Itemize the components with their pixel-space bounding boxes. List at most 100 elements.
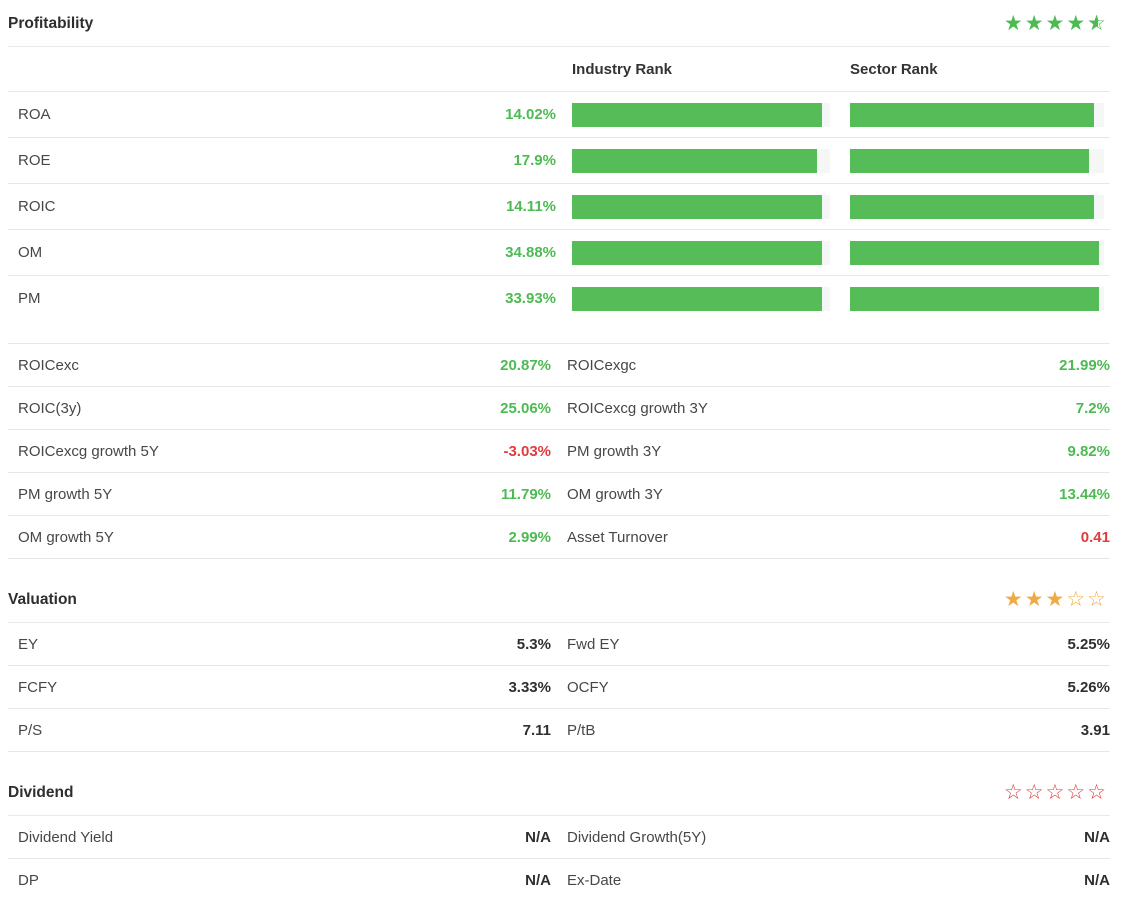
star-filled-icon: ★ <box>1003 12 1025 35</box>
label-value-cell: P/tB 3.91 <box>567 722 1110 739</box>
profitability-header: Profitability ★★★★☆★ <box>8 0 1110 47</box>
sector-rank-bar <box>850 286 1099 311</box>
label-value-cell: ROE 17.9% <box>8 152 556 169</box>
label-value-cell: Ex-Date N/A <box>567 872 1110 889</box>
star-filled-icon: ★ <box>1024 588 1046 611</box>
metric-value: 25.06% <box>500 399 551 417</box>
label-value-cell: ROIC(3y) 25.06% <box>8 400 551 417</box>
sector-rank-bar <box>850 240 1099 265</box>
metric-label: Dividend Growth(5Y) <box>567 828 707 846</box>
star-empty-icon: ☆ <box>1045 781 1067 804</box>
metric-value: 3.91 <box>1080 721 1110 739</box>
sector-rank-bar-cell <box>830 148 1104 173</box>
sector-rank-bar <box>850 148 1089 173</box>
sector-rank-bar <box>850 194 1094 219</box>
metric-value: 2.99% <box>508 528 551 546</box>
metric-label: ROICexcg growth 3Y <box>567 399 708 417</box>
metric-value: N/A <box>525 828 551 846</box>
metric-label: ROICexc <box>18 356 79 374</box>
metric-pair-row: FCFY 3.33% OCFY 5.26% <box>8 666 1110 709</box>
star-empty-icon: ☆ <box>1066 588 1088 611</box>
section-title-profitability: Profitability <box>8 14 94 32</box>
metric-value: 17.9% <box>513 152 556 169</box>
metric-label: PM <box>18 290 41 307</box>
star-filled-icon: ★ <box>1003 588 1025 611</box>
metric-value: 5.26% <box>1067 678 1110 696</box>
metric-value: 5.25% <box>1067 635 1110 653</box>
industry-rank-bar-cell <box>556 194 830 219</box>
metric-pair-row: ROIC(3y) 25.06% ROICexcg growth 3Y 7.2% <box>8 387 1110 430</box>
label-value-cell: Asset Turnover 0.41 <box>567 529 1110 546</box>
section-title-valuation: Valuation <box>8 590 77 608</box>
metric-label: ROICexgc <box>567 356 637 374</box>
metric-label: P/tB <box>567 721 596 739</box>
metric-value: 14.02% <box>505 106 556 123</box>
star-half-fill: ★ <box>1087 13 1098 34</box>
dividend-metrics-table: Dividend Yield N/A Dividend Growth(5Y) N/A D… <box>8 816 1110 901</box>
sector-rank-bar-track <box>850 148 1104 173</box>
metric-pair-row: EY 5.3% Fwd EY 5.25% <box>8 623 1110 666</box>
rank-table-header: Industry Rank Sector Rank <box>8 47 1110 92</box>
sector-rank-header: Sector Rank <box>850 60 938 78</box>
label-value-cell: EY 5.3% <box>8 636 551 653</box>
industry-rank-bar <box>572 102 823 127</box>
metric-value: 7.11 <box>522 721 551 739</box>
industry-rank-bar-track <box>572 194 830 219</box>
label-value-cell: FCFY 3.33% <box>8 679 551 696</box>
star-filled-icon: ★ <box>1045 12 1067 35</box>
sector-rank-bar-track <box>850 102 1104 127</box>
industry-rank-bar-track <box>572 240 830 265</box>
star-filled-icon: ★ <box>1045 588 1067 611</box>
industry-rank-bar <box>572 286 823 311</box>
metric-label: EY <box>18 635 39 653</box>
label-value-cell: ROA 14.02% <box>8 106 556 123</box>
profitability-star-rating: ★★★★☆★ <box>1004 13 1108 34</box>
label-value-cell: PM 33.93% <box>8 290 556 307</box>
label-value-cell: ROICexc 20.87% <box>8 357 551 374</box>
star-empty-icon: ☆ <box>1087 781 1108 804</box>
metric-value: 5.3% <box>516 635 551 653</box>
industry-rank-bar-track <box>572 286 830 311</box>
metric-label: OM growth 3Y <box>567 485 663 503</box>
metric-value: 21.99% <box>1059 356 1110 374</box>
label-value-cell: ROICexcg growth 3Y 7.2% <box>567 400 1110 417</box>
metric-value: -3.03% <box>503 442 551 460</box>
metric-label: Asset Turnover <box>567 528 668 546</box>
industry-rank-bar-track <box>572 148 830 173</box>
metric-label: DP <box>18 871 39 889</box>
metric-value: 33.93% <box>505 290 556 307</box>
industry-rank-bar <box>572 194 823 219</box>
metric-value: 3.33% <box>508 678 551 696</box>
valuation-section: Valuation ★★★☆☆ EY 5.3% Fwd EY 5.25% FCFY 3.3… <box>8 559 1110 752</box>
dividend-star-rating: ☆☆☆☆☆ <box>1004 782 1108 803</box>
label-value-cell: PM growth 3Y 9.82% <box>567 443 1110 460</box>
metric-pair-row: OM growth 5Y 2.99% Asset Turnover 0.41 <box>8 516 1110 559</box>
metric-label: ROICexcg growth 5Y <box>18 442 159 460</box>
industry-rank-bar <box>572 240 823 265</box>
metric-label: Fwd EY <box>567 635 620 653</box>
metric-label: ROE <box>18 152 51 169</box>
rank-row: ROE 17.9% <box>8 138 1110 184</box>
star-filled-icon: ★ <box>1024 12 1046 35</box>
label-value-cell: DP N/A <box>8 872 551 889</box>
industry-rank-bar-cell <box>556 148 830 173</box>
metric-label: PM growth 5Y <box>18 485 113 503</box>
label-value-cell: OM growth 3Y 13.44% <box>567 486 1110 503</box>
metric-label: OM <box>18 244 43 261</box>
metric-label: PM growth 3Y <box>567 442 662 460</box>
label-value-cell: P/S 7.11 <box>8 722 551 739</box>
metric-value: 20.87% <box>500 356 551 374</box>
industry-rank-bar-track <box>572 102 830 127</box>
industry-rank-bar-cell <box>556 102 830 127</box>
label-value-cell: Fwd EY 5.25% <box>567 636 1110 653</box>
sector-rank-bar-track <box>850 286 1104 311</box>
valuation-metrics-table: EY 5.3% Fwd EY 5.25% FCFY 3.33% OCFY 5.26% P/S 7.… <box>8 623 1110 752</box>
sector-rank-bar <box>850 102 1094 127</box>
sector-rank-bar-track <box>850 194 1104 219</box>
metric-pair-row: ROICexc 20.87% ROICexgc 21.99% <box>8 344 1110 387</box>
label-value-cell: OCFY 5.26% <box>567 679 1110 696</box>
metric-label: Dividend Yield <box>18 828 114 846</box>
metric-label: OM growth 5Y <box>18 528 114 546</box>
rank-row: ROA 14.02% <box>8 92 1110 138</box>
metric-value: 34.88% <box>505 244 556 261</box>
